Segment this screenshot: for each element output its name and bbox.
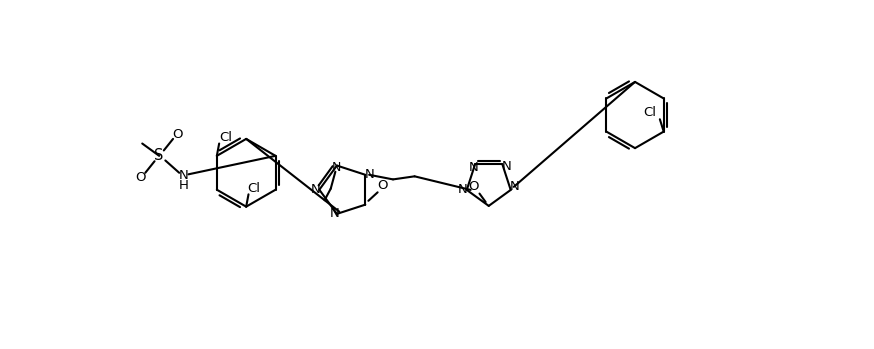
Text: Cl: Cl xyxy=(247,182,260,195)
Text: O: O xyxy=(172,128,183,141)
Text: N: N xyxy=(332,161,342,174)
Text: H: H xyxy=(179,179,189,192)
Text: O: O xyxy=(377,179,387,192)
Text: N: N xyxy=(457,184,467,196)
Text: S: S xyxy=(155,148,163,163)
Text: N: N xyxy=(365,168,375,181)
Text: N: N xyxy=(510,180,519,193)
Text: Cl: Cl xyxy=(219,131,232,144)
Text: N: N xyxy=(179,169,189,183)
Text: N: N xyxy=(502,160,511,173)
Text: N: N xyxy=(468,162,478,174)
Text: O: O xyxy=(468,180,479,193)
Text: O: O xyxy=(135,171,146,184)
Text: N: N xyxy=(310,183,321,196)
Text: N: N xyxy=(329,207,339,220)
Text: Cl: Cl xyxy=(643,106,656,119)
